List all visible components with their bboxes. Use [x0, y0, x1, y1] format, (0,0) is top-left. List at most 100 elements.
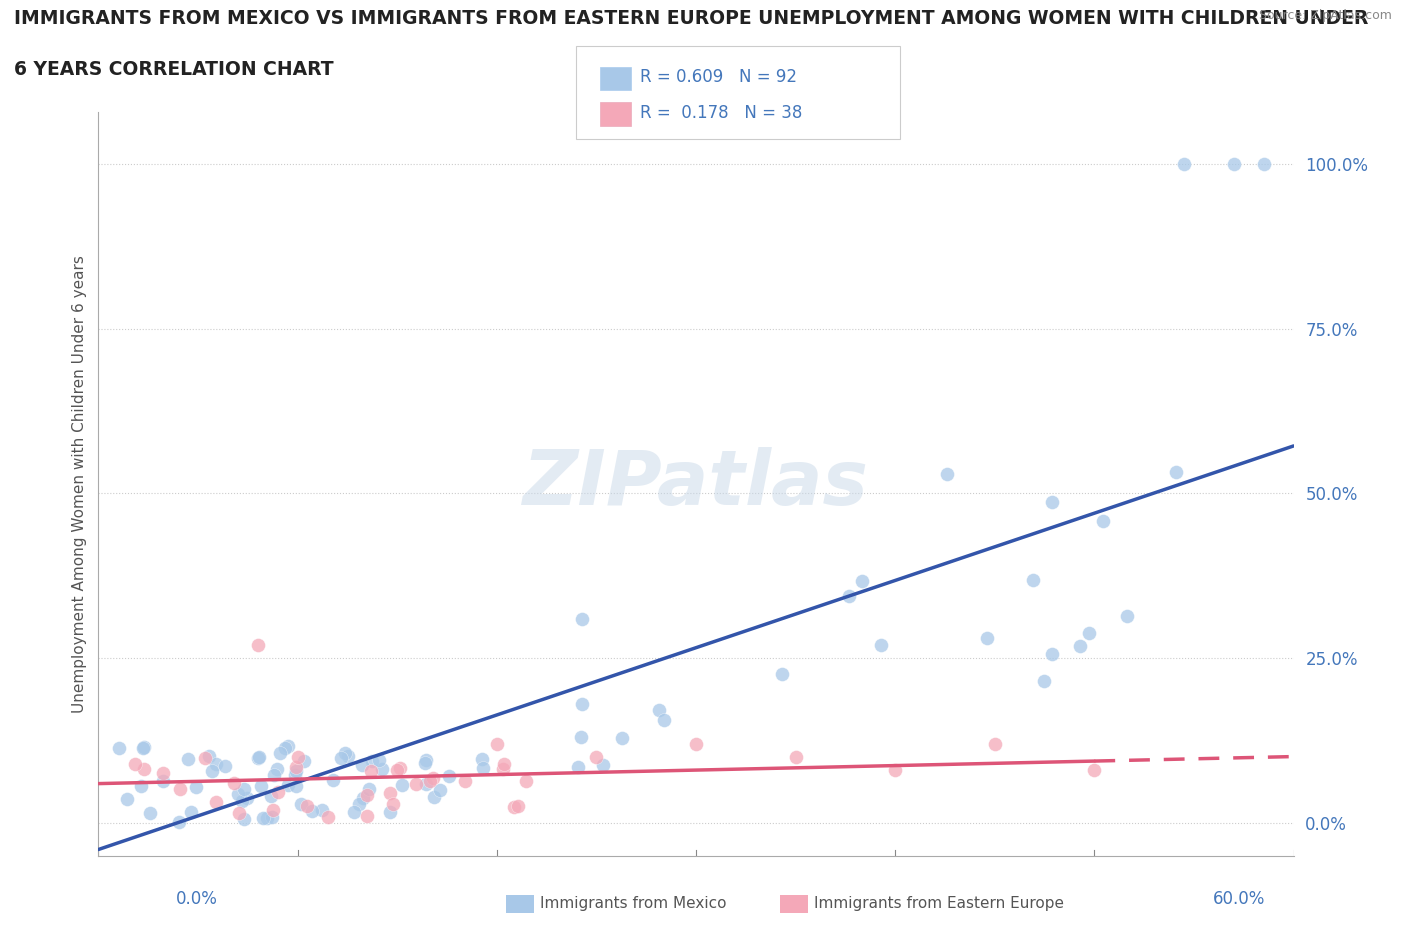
Text: 60.0%: 60.0% [1213, 890, 1265, 908]
Point [1077, 626, 1099, 641]
Point [263, 768, 285, 783]
Point [1092, 513, 1115, 528]
Point [1022, 573, 1045, 588]
Point [329, 751, 352, 766]
Point [134, 739, 156, 754]
Text: Source: ZipAtlas.com: Source: ZipAtlas.com [1258, 9, 1392, 22]
Point [186, 780, 208, 795]
Point [204, 795, 226, 810]
Point [214, 759, 236, 774]
Point [266, 762, 288, 777]
Point [226, 787, 249, 802]
Point [333, 745, 356, 760]
Point [1083, 763, 1105, 777]
Point [585, 750, 607, 764]
Text: Immigrants from Eastern Europe: Immigrants from Eastern Europe [814, 896, 1064, 910]
Point [472, 761, 495, 776]
Point [287, 750, 309, 764]
Point [301, 804, 323, 818]
Point [311, 803, 333, 817]
Point [361, 753, 384, 768]
Point [648, 703, 671, 718]
Point [491, 762, 513, 777]
Text: 6 YEARS CORRELATION CHART: 6 YEARS CORRELATION CHART [14, 60, 333, 79]
Text: ZIPatlas: ZIPatlas [523, 446, 869, 521]
Point [884, 763, 907, 777]
Point [347, 797, 370, 812]
Point [385, 763, 409, 777]
Point [232, 781, 254, 796]
Point [152, 765, 174, 780]
Point [267, 785, 290, 800]
Point [198, 749, 221, 764]
Point [252, 811, 274, 826]
Point [571, 612, 593, 627]
Point [290, 797, 312, 812]
Point [250, 778, 273, 793]
Point [132, 740, 155, 755]
Point [471, 751, 494, 766]
Point [1040, 646, 1063, 661]
Point [260, 810, 283, 825]
Point [292, 754, 315, 769]
Point [356, 788, 378, 803]
Point [236, 790, 259, 805]
Point [277, 777, 299, 792]
Point [262, 803, 284, 817]
Point [936, 467, 959, 482]
Point [247, 750, 270, 764]
Point [152, 774, 174, 789]
Point [429, 782, 451, 797]
Point [413, 755, 436, 770]
Point [284, 760, 307, 775]
Point [1164, 465, 1187, 480]
Text: R = 0.609   N = 92: R = 0.609 N = 92 [640, 68, 797, 86]
Point [454, 774, 477, 789]
Point [515, 774, 537, 789]
Point [371, 762, 394, 777]
Point [838, 589, 860, 604]
Point [316, 809, 339, 824]
Text: 0.0%: 0.0% [176, 890, 218, 908]
Point [343, 804, 366, 819]
Point [295, 799, 318, 814]
Point [284, 764, 307, 778]
Point [503, 799, 526, 814]
Point [571, 697, 593, 711]
Point [654, 712, 676, 727]
Text: IMMIGRANTS FROM MEXICO VS IMMIGRANTS FROM EASTERN EUROPE UNEMPLOYMENT AMONG WOME: IMMIGRANTS FROM MEXICO VS IMMIGRANTS FRO… [14, 9, 1368, 28]
Point [115, 791, 138, 806]
Point [337, 749, 360, 764]
Point [685, 737, 707, 751]
Point [222, 776, 245, 790]
Point [169, 781, 191, 796]
Point [415, 777, 437, 791]
Point [129, 778, 152, 793]
Point [567, 760, 589, 775]
Text: R =  0.178   N = 38: R = 0.178 N = 38 [640, 103, 801, 122]
Point [233, 812, 256, 827]
Point [260, 788, 283, 803]
Point [231, 793, 253, 808]
Point [247, 751, 270, 765]
Point [1116, 608, 1139, 623]
Point [388, 761, 411, 776]
Point [269, 746, 291, 761]
Point [246, 637, 269, 652]
Point [405, 777, 427, 791]
Point [359, 782, 381, 797]
Point [494, 756, 516, 771]
Point [228, 805, 250, 820]
Point [124, 756, 146, 771]
Point [415, 752, 437, 767]
Point [869, 638, 891, 653]
Point [1223, 157, 1246, 172]
Point [138, 805, 160, 820]
Point [284, 767, 307, 782]
Point [1033, 673, 1056, 688]
Text: Immigrants from Mexico: Immigrants from Mexico [540, 896, 727, 910]
Point [380, 804, 402, 819]
Point [273, 741, 295, 756]
Point [506, 798, 529, 813]
Y-axis label: Unemployment Among Women with Children Under 6 years: Unemployment Among Women with Children U… [72, 255, 87, 712]
